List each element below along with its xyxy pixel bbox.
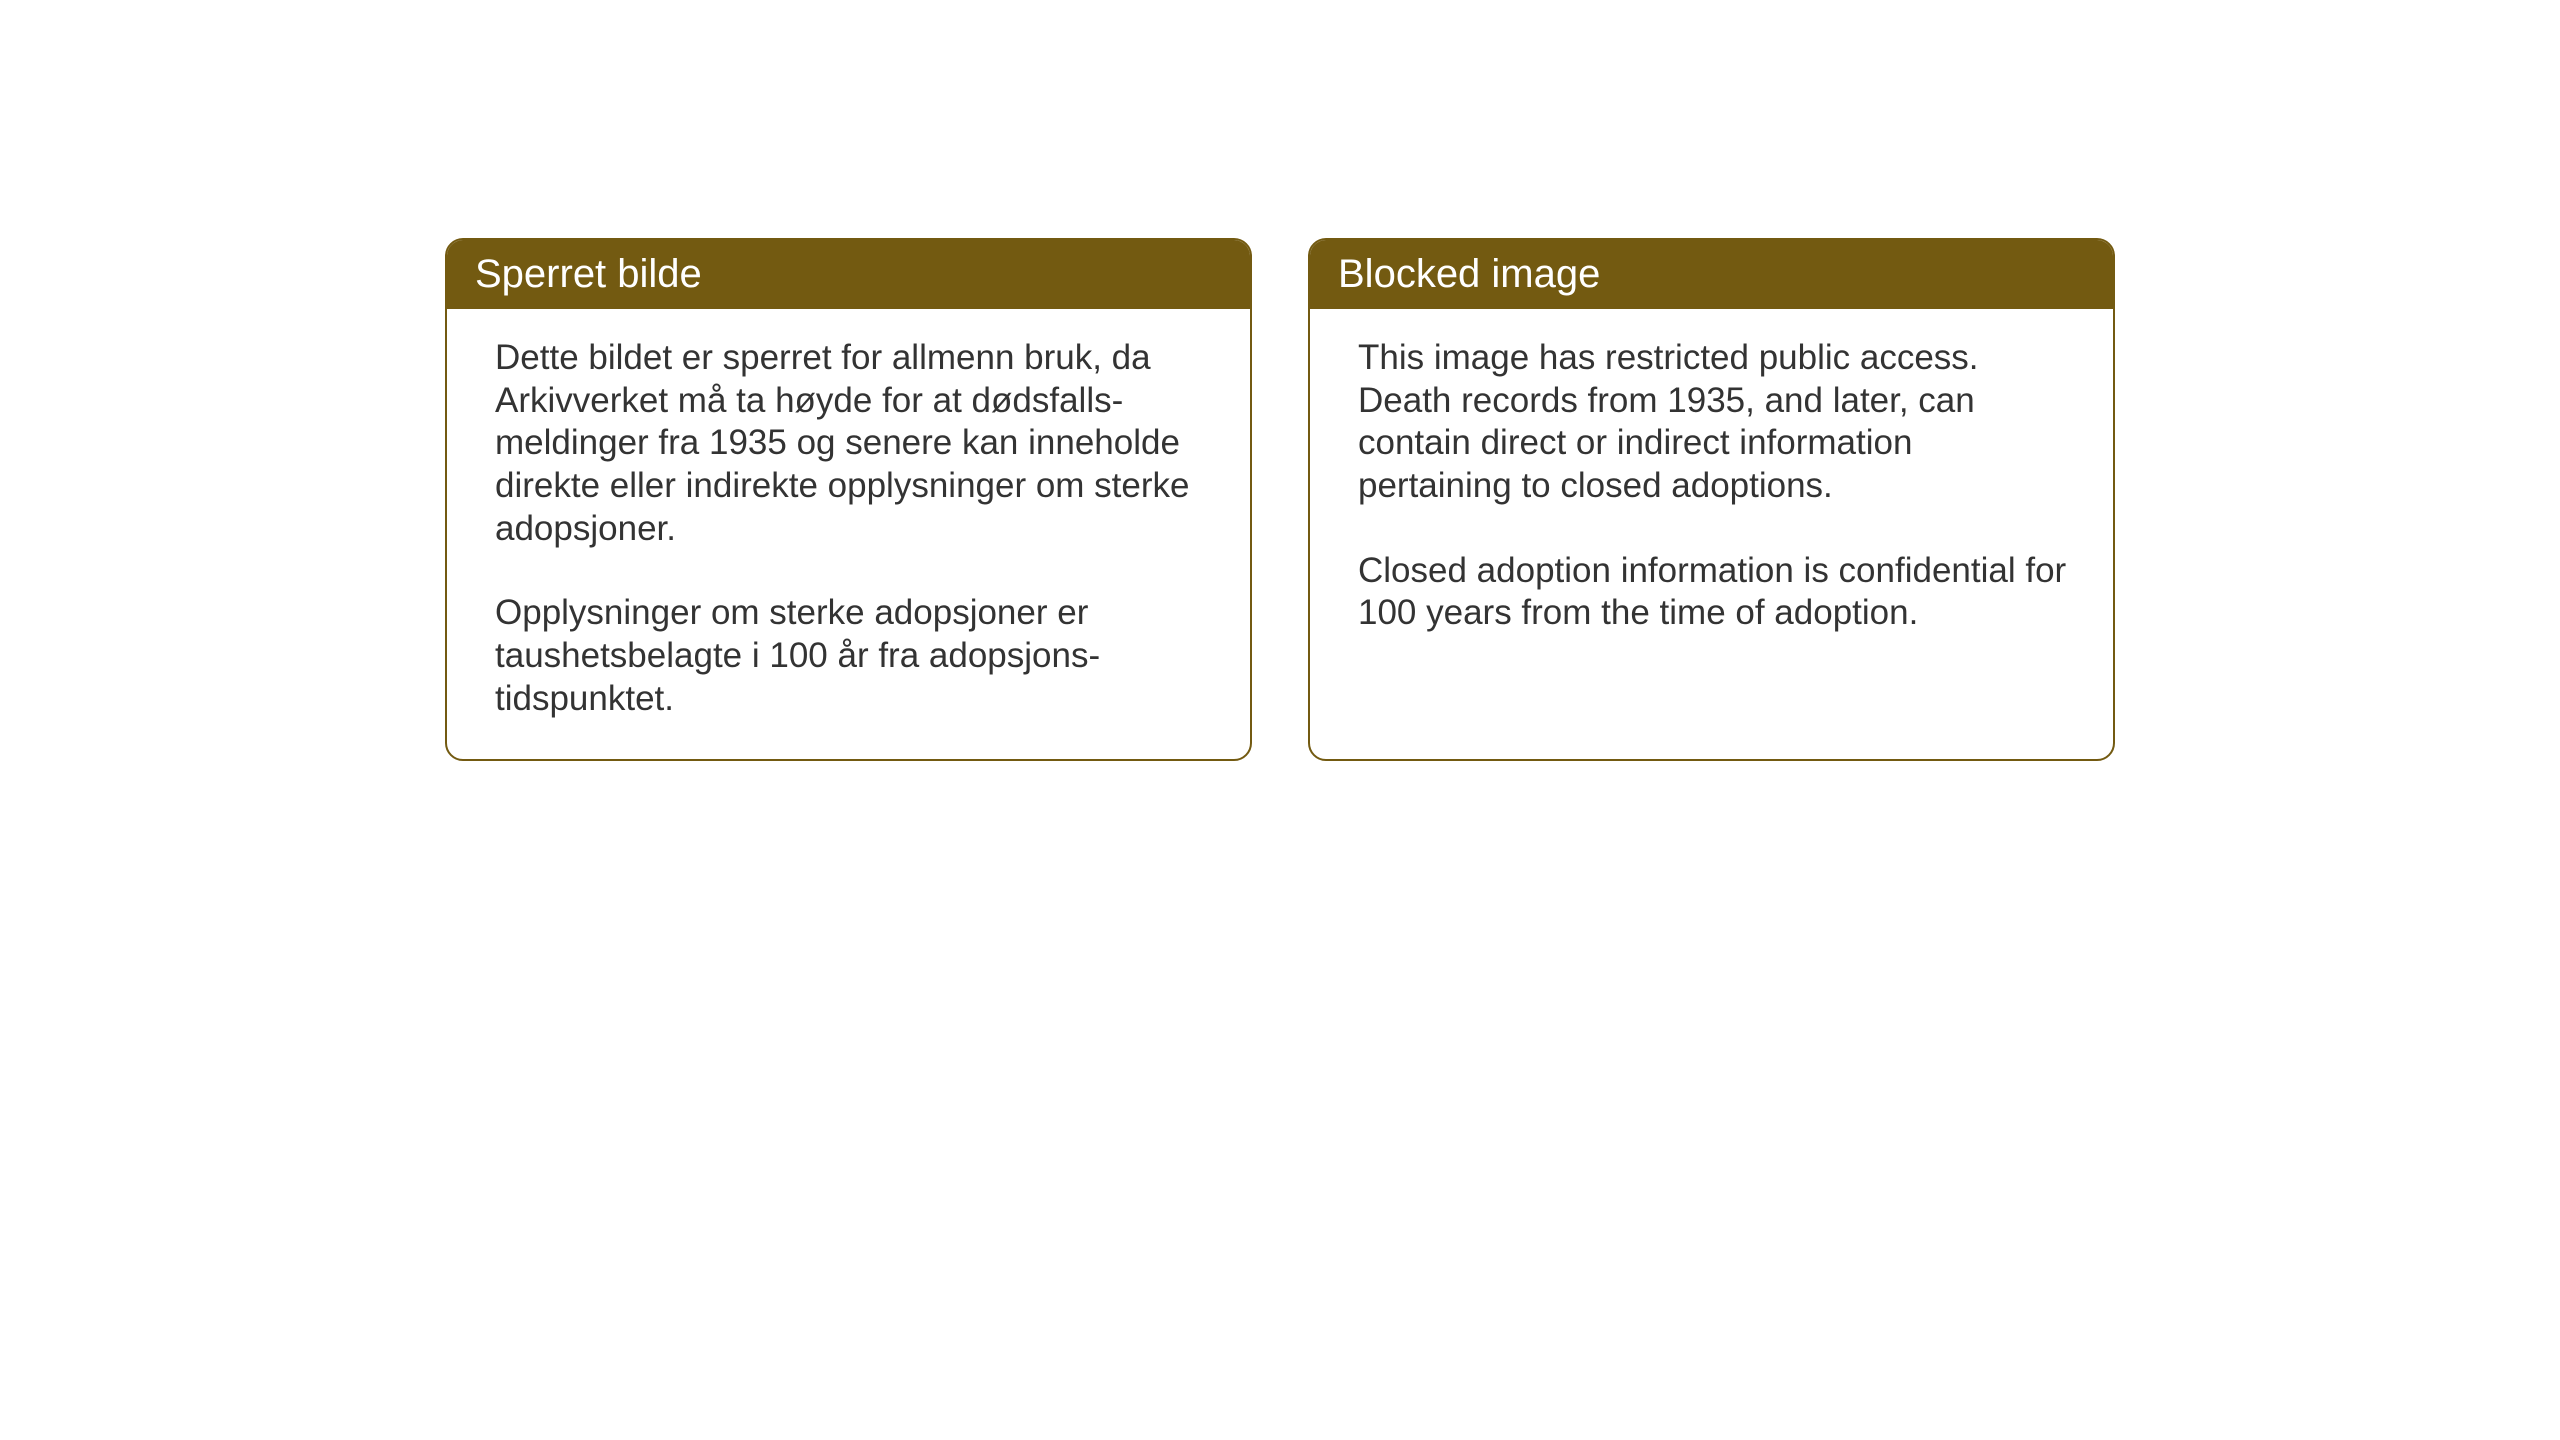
norwegian-card-title: Sperret bilde	[475, 252, 702, 296]
norwegian-paragraph-1: Dette bildet er sperret for allmenn bruk…	[495, 337, 1208, 550]
norwegian-paragraph-2: Opplysninger om sterke adopsjoner er tau…	[495, 592, 1208, 720]
english-card-body: This image has restricted public access.…	[1310, 309, 2113, 673]
norwegian-card-header: Sperret bilde	[447, 240, 1250, 309]
english-notice-card: Blocked image This image has restricted …	[1308, 238, 2115, 761]
notice-cards-container: Sperret bilde Dette bildet er sperret fo…	[445, 238, 2115, 761]
english-card-header: Blocked image	[1310, 240, 2113, 309]
english-paragraph-2: Closed adoption information is confident…	[1358, 550, 2071, 635]
english-paragraph-1: This image has restricted public access.…	[1358, 337, 2071, 508]
norwegian-card-body: Dette bildet er sperret for allmenn bruk…	[447, 309, 1250, 759]
norwegian-notice-card: Sperret bilde Dette bildet er sperret fo…	[445, 238, 1252, 761]
english-card-title: Blocked image	[1338, 252, 1600, 296]
